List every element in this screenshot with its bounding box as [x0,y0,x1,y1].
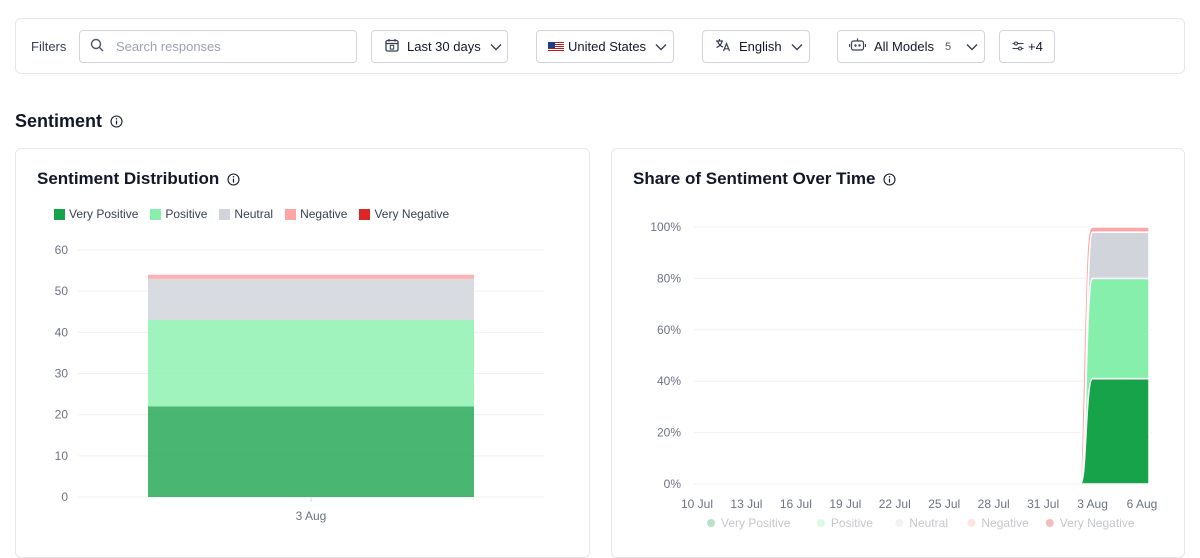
info-icon[interactable] [227,172,240,186]
x-tick-label: 6 Aug [1127,497,1158,511]
legend-label: Negative [981,516,1029,530]
y-tick-label: 60 [55,243,69,257]
x-tick-label: 13 Jul [730,497,762,511]
legend-label: Very Positive [69,207,139,221]
calendar-icon [385,38,399,55]
info-icon[interactable] [110,115,123,128]
bar-segment-very-positive [148,406,474,497]
x-tick-label: 19 Jul [829,497,861,511]
country-dropdown[interactable]: United States [536,30,674,63]
legend-label: Very Negative [374,207,450,221]
models-label: All Models [874,39,934,54]
search-box[interactable] [79,30,357,63]
country-label: United States [568,39,647,54]
legend-label: Very Positive [721,516,791,530]
x-tick-label: 10 Jul [681,497,713,511]
sentiment-over-time-chart: 0% 20% 40% 60% 80% 100% 10 Jul 13 Jul 16 Jul 19 J… [650,220,1158,530]
legend-marker [1045,519,1054,527]
search-input[interactable] [114,38,338,55]
y-tick-label: 60% [657,323,681,337]
models-count-badge: 5 [944,40,952,53]
bar-segment-negative [148,274,474,279]
flag-us-icon [548,41,564,52]
models-icon [848,38,867,55]
x-tick-label: 16 Jul [780,497,812,511]
legend-item-very-positive[interactable]: Very Positive [54,207,138,221]
chart-legend: Very Positive Positive Neutral Negative … [54,207,461,221]
y-tick-label: 10 [55,449,69,463]
sentiment-distribution-card: Sentiment Distribution Very Positive Pos… [15,148,590,558]
x-tick-label: 25 Jul [928,497,960,511]
legend-item-very-negative[interactable]: Very Negative [359,207,449,221]
chevron-down-icon [490,39,502,54]
sliders-icon [1012,39,1024,54]
x-tick-label: 28 Jul [978,497,1010,511]
more-filters-button[interactable]: +4 [999,30,1055,63]
area-very-positive [1079,377,1150,485]
sentiment-over-time-title: Share of Sentiment Over Time [633,169,876,188]
legend-label: Neutral [909,516,948,530]
legend-label: Neutral [234,207,274,221]
legend-label: Very Negative [1060,516,1135,530]
legend-marker [967,519,976,527]
sentiment-distribution-title: Sentiment Distribution [37,169,220,188]
legend-label: Negative [300,207,348,221]
legend-marker [707,519,715,527]
legend-marker [816,519,825,527]
y-tick-label: 20% [657,426,681,440]
date-range-label: Last 30 days [407,39,481,54]
language-label: English [739,39,782,54]
language-dropdown[interactable]: English [702,30,810,63]
y-tick-label: 100% [650,220,681,234]
legend-item-negative: Negative [967,516,1029,530]
translate-icon [715,38,731,55]
y-tick-label: 20 [55,408,69,422]
legend-marker [895,519,904,527]
x-tick-label: 3 Aug [296,509,327,523]
legend-label: Positive [165,207,208,221]
legend-item-positive[interactable]: Positive [150,207,207,221]
bar-segment-positive [148,319,474,407]
legend-item-very-negative: Very Negative [1045,516,1135,530]
legend-label: Positive [831,516,873,530]
y-tick-label: 40% [657,374,681,388]
chevron-down-icon [791,39,803,54]
y-tick-label: 0 [61,490,68,504]
section-title: Sentiment [15,111,123,132]
legend-item-positive: Positive [816,516,873,530]
models-dropdown[interactable]: All Models 5 [837,30,985,63]
x-tick-label: 31 Jul [1027,497,1059,511]
filters-label: Filters [31,39,67,54]
card-title: Share of Sentiment Over Time [633,169,897,189]
card-title: Sentiment Distribution [37,169,240,189]
legend-item-negative[interactable]: Negative [285,207,347,221]
legend-item-very-positive: Very Positive [707,516,791,530]
date-range-dropdown[interactable]: Last 30 days [371,30,508,63]
area-negative [1079,226,1150,485]
chevron-down-icon [966,39,978,54]
section-title-text: Sentiment [15,111,103,131]
filters-bar: Filters Last 30 days United States [15,18,1185,74]
legend-item-neutral: Neutral [895,516,948,530]
info-icon[interactable] [883,172,897,186]
x-tick-label: 3 Aug [1077,497,1108,511]
sentiment-distribution-chart: 0 10 20 30 40 50 60 3 Aug [55,243,544,523]
x-tick-label: 22 Jul [879,497,911,511]
y-tick-label: 50 [55,284,69,298]
legend-item-neutral[interactable]: Neutral [219,207,273,221]
search-icon [90,38,104,55]
y-tick-label: 0% [664,477,682,491]
y-tick-label: 40 [55,325,69,339]
y-tick-label: 30 [55,367,69,381]
y-tick-label: 80% [657,271,681,285]
sentiment-over-time-card: Share of Sentiment Over Time 0% 20% 40% 60%… [611,148,1185,558]
chevron-down-icon [655,39,667,54]
more-filters-label: +4 [1028,39,1043,54]
bar-segment-neutral [148,278,474,320]
